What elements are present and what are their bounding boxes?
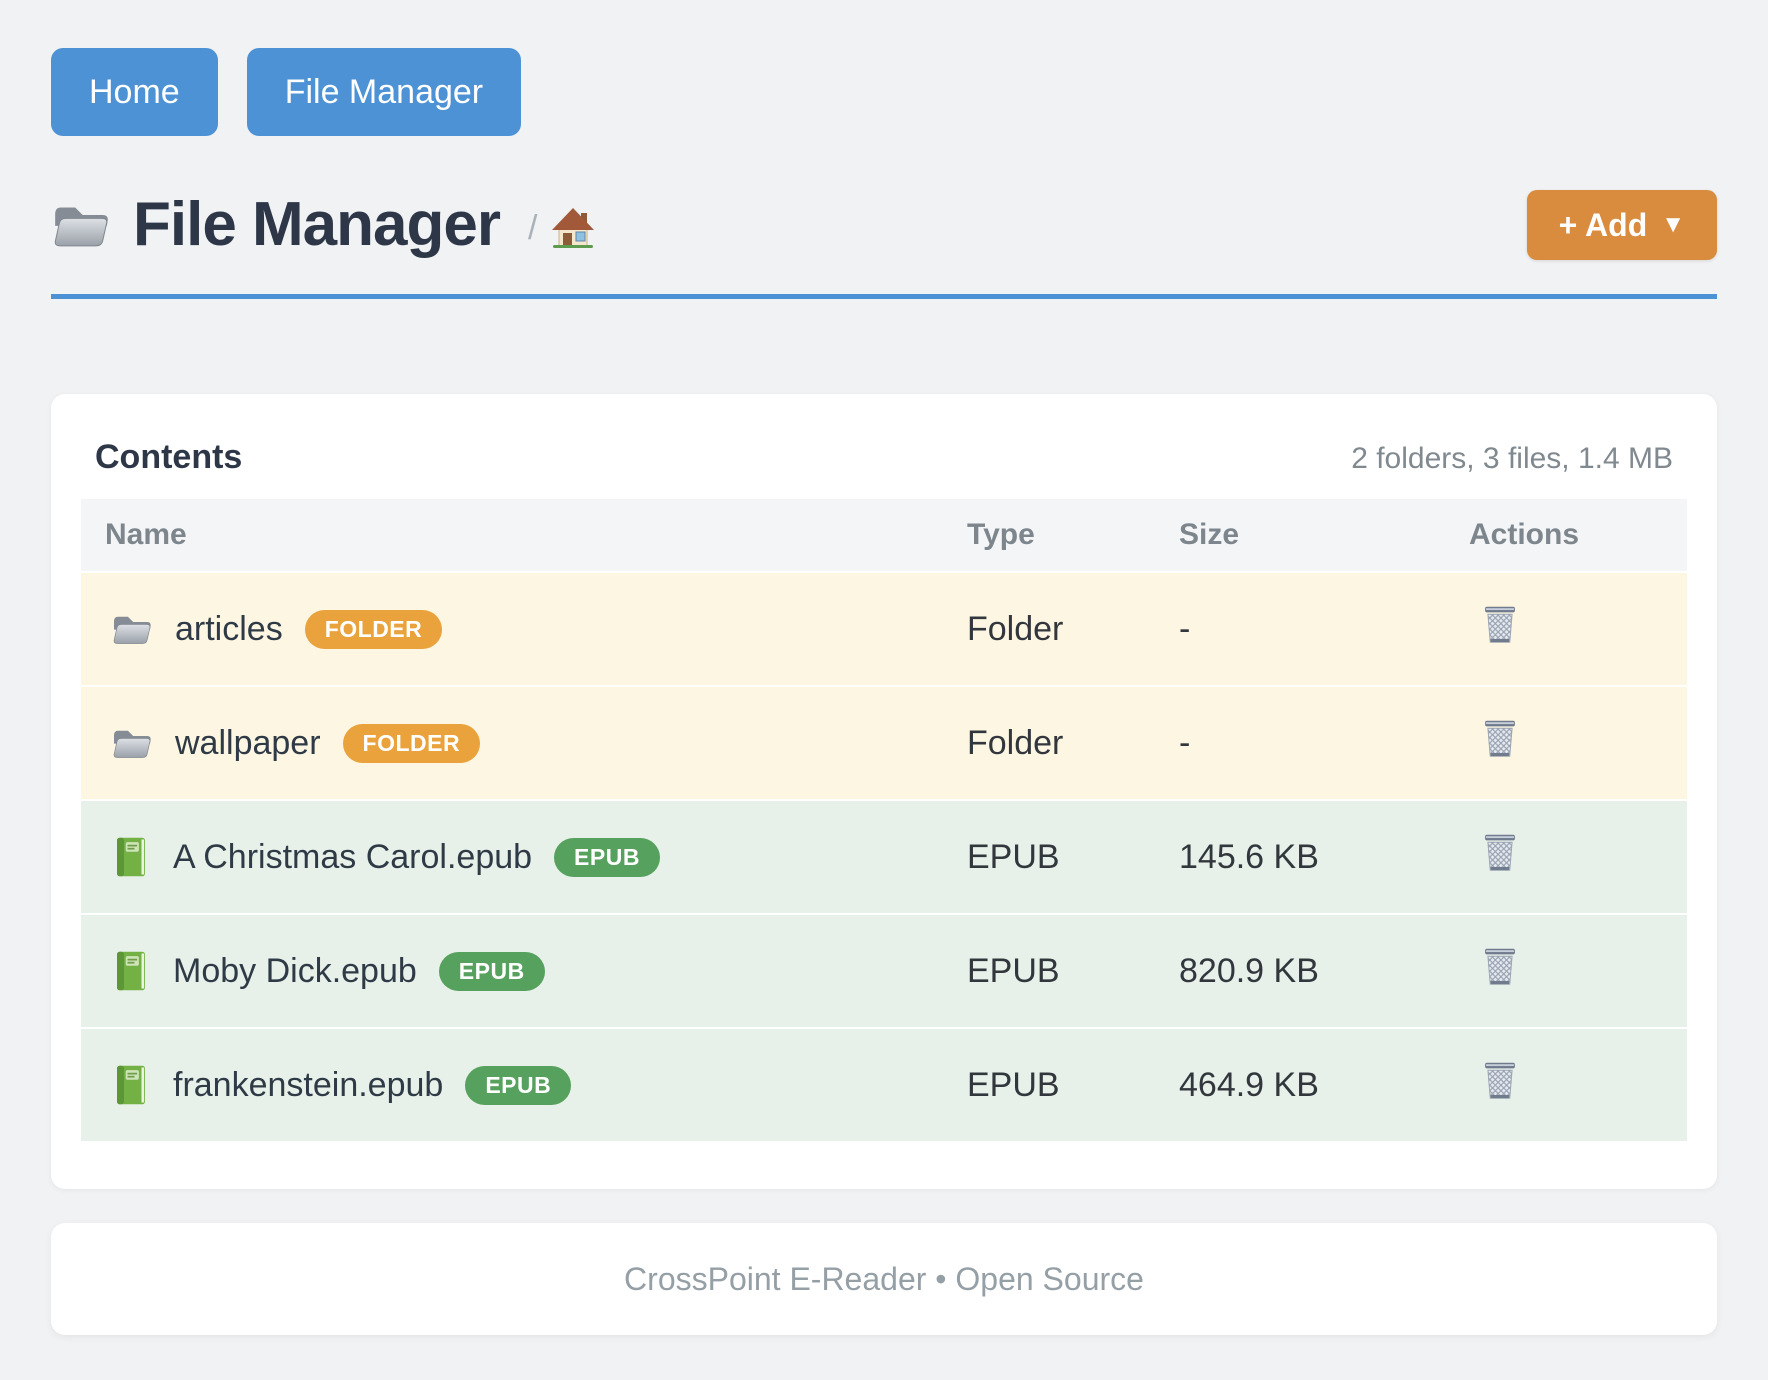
table-row: articles FOLDER Folder -	[81, 571, 1687, 685]
table-row: Moby Dick.epub EPUB EPUB 820.9 KB	[81, 913, 1687, 1027]
size-cell: 145.6 KB	[1179, 837, 1319, 876]
delete-button[interactable]	[1481, 604, 1519, 645]
trash-icon	[1481, 946, 1519, 987]
column-header-name: Name	[105, 518, 187, 551]
contents-summary: 2 folders, 3 files, 1.4 MB	[1351, 442, 1673, 475]
epub-badge: EPUB	[554, 837, 660, 877]
type-cell: Folder	[967, 609, 1064, 648]
top-nav: Home File Manager	[51, 0, 1717, 136]
folder-badge: FOLDER	[304, 609, 443, 649]
delete-button[interactable]	[1481, 832, 1519, 873]
contents-title: Contents	[95, 438, 243, 476]
breadcrumb: /	[528, 208, 538, 247]
column-header-actions: Actions	[1469, 518, 1580, 551]
home-button[interactable]: Home	[51, 48, 218, 136]
file-name-link[interactable]: A Christmas Carol.epub	[173, 837, 533, 876]
book-icon	[111, 1064, 151, 1106]
add-button[interactable]: + Add ▼	[1526, 190, 1717, 260]
footer: CrossPoint E-Reader • Open Source	[51, 1223, 1717, 1335]
folder-icon	[51, 199, 111, 251]
type-cell: EPUB	[967, 951, 1060, 990]
page-title: File Manager	[133, 190, 501, 259]
trash-icon	[1481, 832, 1519, 873]
table-header-row: Name Type Size Actions	[81, 499, 1687, 571]
trash-icon	[1481, 718, 1519, 759]
folder-icon	[111, 725, 153, 761]
folder-icon	[111, 611, 153, 647]
table-row: A Christmas Carol.epub EPUB EPUB 145.6 K…	[81, 799, 1687, 913]
size-cell: 464.9 KB	[1179, 1065, 1319, 1104]
footer-text: CrossPoint E-Reader • Open Source	[624, 1260, 1144, 1297]
file-manager-button[interactable]: File Manager	[246, 48, 522, 136]
trash-icon	[1481, 604, 1519, 645]
delete-button[interactable]	[1481, 946, 1519, 987]
page-title-group: File Manager /	[51, 194, 1527, 256]
page-header: File Manager / + Add ▼	[51, 190, 1717, 260]
contents-card: Contents 2 folders, 3 files, 1.4 MB Name…	[51, 394, 1717, 1189]
add-button-label: + Add	[1558, 206, 1648, 243]
table-row: wallpaper FOLDER Folder -	[81, 685, 1687, 799]
contents-header: Contents 2 folders, 3 files, 1.4 MB	[81, 438, 1687, 477]
book-icon	[111, 836, 151, 878]
book-icon	[111, 950, 151, 992]
trash-icon	[1481, 1060, 1519, 1101]
chevron-down-icon: ▼	[1661, 211, 1685, 238]
file-name-link[interactable]: Moby Dick.epub	[173, 951, 417, 990]
house-icon[interactable]	[551, 206, 595, 250]
delete-button[interactable]	[1481, 1060, 1519, 1101]
type-cell: EPUB	[967, 837, 1060, 876]
file-table: Name Type Size Actions articles FOLDER F…	[81, 499, 1687, 1141]
type-cell: Folder	[967, 723, 1064, 762]
size-cell: -	[1179, 609, 1191, 648]
file-name-link[interactable]: articles	[175, 609, 283, 648]
delete-button[interactable]	[1481, 718, 1519, 759]
folder-badge: FOLDER	[342, 723, 481, 763]
title-divider	[51, 294, 1717, 299]
file-name-link[interactable]: wallpaper	[175, 723, 321, 762]
column-header-type: Type	[967, 518, 1035, 551]
page: Home File Manager File Manager / + Add ▼…	[51, 0, 1717, 1335]
size-cell: -	[1179, 723, 1191, 762]
epub-badge: EPUB	[438, 951, 545, 991]
table-row: frankenstein.epub EPUB EPUB 464.9 KB	[81, 1027, 1687, 1141]
epub-badge: EPUB	[465, 1065, 572, 1105]
column-header-size: Size	[1179, 518, 1240, 551]
type-cell: EPUB	[967, 1065, 1060, 1104]
file-name-link[interactable]: frankenstein.epub	[173, 1065, 444, 1104]
size-cell: 820.9 KB	[1179, 951, 1319, 990]
